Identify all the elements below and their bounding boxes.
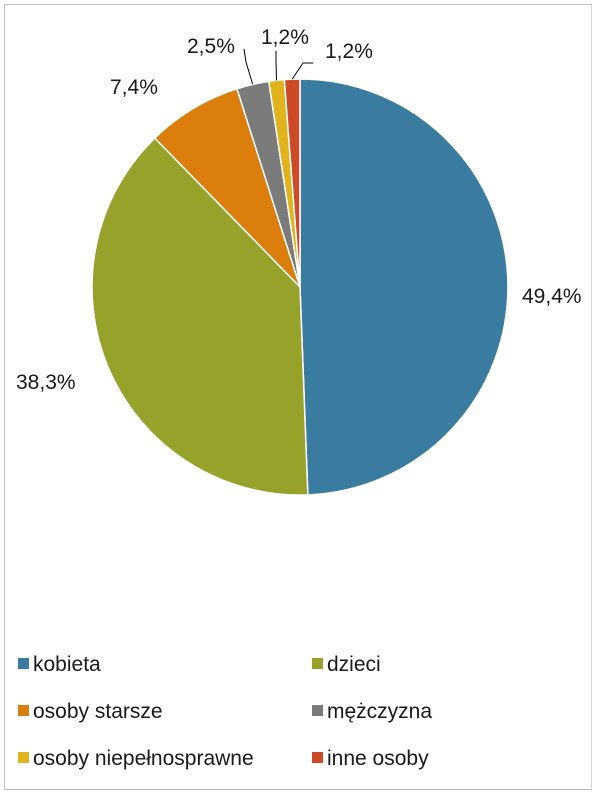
legend-swatch-inne-osoby bbox=[312, 752, 323, 763]
legend-swatch-osoby-niepelnosprawne bbox=[18, 752, 29, 763]
legend-label-inne-osoby: inne osoby bbox=[327, 747, 429, 770]
pie-slices bbox=[91, 78, 509, 496]
legend-label-mezczyzna: mężczyzna bbox=[327, 700, 432, 723]
legend-item-mezczyzna: mężczyzna bbox=[312, 700, 432, 723]
slice-inne-osoby bbox=[283, 78, 301, 288]
data-label-inne-osoby: 1,2% bbox=[325, 40, 373, 63]
legend-label-osoby-niepelnosprawne: osoby niepełnosprawne bbox=[33, 747, 254, 770]
legend-label-dzieci: dzieci bbox=[327, 653, 381, 676]
legend-label-osoby-starsze: osoby starsze bbox=[33, 700, 163, 723]
legend: kobieta dzieci osoby starsze mężczyzna osoby… bbox=[18, 653, 432, 770]
data-label-dzieci: 38,3% bbox=[16, 371, 76, 394]
slice-kobieta bbox=[299, 78, 509, 496]
legend-swatch-kobieta bbox=[18, 658, 29, 669]
slice-dzieci bbox=[91, 137, 309, 496]
legend-label-kobieta: kobieta bbox=[33, 653, 101, 676]
data-label-kobieta: 49,4% bbox=[522, 285, 582, 308]
leader-line-inne-osoby bbox=[291, 62, 313, 80]
legend-item-osoby-niepelnosprawne: osoby niepełnosprawne bbox=[18, 747, 254, 770]
leader-lines bbox=[243, 48, 313, 85]
legend-item-dzieci: dzieci bbox=[312, 653, 381, 676]
legend-swatch-osoby-starsze bbox=[18, 705, 29, 716]
leader-line-mezczyzna bbox=[243, 48, 254, 85]
legend-item-osoby-starsze: osoby starsze bbox=[18, 700, 163, 723]
legend-swatch-mezczyzna bbox=[312, 705, 323, 716]
slice-osoby-starsze bbox=[153, 87, 301, 288]
data-label-mezczyzna: 2,5% bbox=[187, 35, 235, 58]
data-label-osoby-niepelnosprawne: 1,2% bbox=[261, 26, 309, 49]
data-label-osoby-starsze: 7,4% bbox=[110, 76, 158, 99]
legend-item-kobieta: kobieta bbox=[18, 653, 101, 676]
data-labels: 49,4% 38,3% 7,4% 2,5% 1,2% 1,2% bbox=[16, 26, 582, 394]
legend-swatch-dzieci bbox=[312, 658, 323, 669]
legend-item-inne-osoby: inne osoby bbox=[312, 747, 429, 770]
leader-line-osoby-niepelnosprawne bbox=[275, 51, 277, 81]
